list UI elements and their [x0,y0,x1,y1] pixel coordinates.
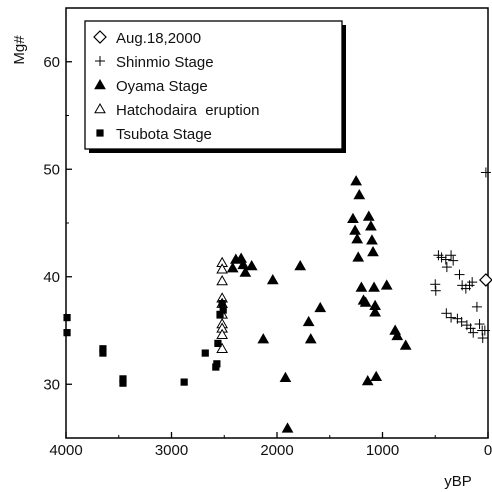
y-tick-label: 50 [43,161,60,178]
data-point [369,283,379,292]
y-tick-label: 60 [43,54,60,71]
legend-label: Oyama Stage [116,78,208,95]
data-point [431,286,441,296]
data-point [315,303,325,312]
data-point [295,261,305,270]
data-point [99,349,106,356]
x-tick-label: 4000 [49,442,82,459]
data-point [401,341,411,350]
data-point [247,261,257,270]
data-point [181,379,188,386]
data-point [366,221,376,230]
data-point [475,319,485,329]
data-point [351,176,361,185]
data-point [228,263,238,272]
y-axis-ticks: 30 40 50 60 [43,8,72,438]
data-point [202,349,209,356]
legend: Aug.18,2000 Shinmio Stage Oyama Stage Hatch… [85,21,346,153]
data-point [446,313,456,323]
data-point [258,334,268,343]
data-point [354,190,364,199]
x-axis-title: yBP [444,473,472,490]
data-point [304,317,314,326]
data-point [364,212,374,221]
legend-marker [96,129,103,136]
series-2 [228,176,411,432]
data-point [352,234,362,243]
data-point [441,308,451,318]
data-point [280,373,290,382]
data-point [213,360,220,367]
data-point [353,252,363,261]
x-tick-label: 3000 [155,442,188,459]
data-point [348,214,358,223]
y-tick-label: 40 [43,269,60,286]
legend-label: Tsubota Stage [116,126,212,143]
x-tick-label: 0 [484,442,492,459]
data-point [442,262,452,272]
data-point [472,302,482,312]
legend-label: Hatchodaira eruption [116,102,259,119]
data-point [441,255,451,265]
data-point [367,235,377,244]
data-point [268,275,278,284]
data-point [350,226,360,235]
data-point [382,280,392,289]
series-1 [430,167,491,343]
data-point [468,328,478,338]
series-4 [63,300,226,387]
x-axis-ticks: 4000 3000 2000 1000 0 [49,432,492,459]
data-point [478,333,488,343]
y-tick-label: 30 [43,376,60,393]
data-point [455,270,465,280]
data-point [63,314,70,321]
data-point [214,340,221,347]
data-point [219,300,226,307]
data-point [356,283,366,292]
data-point [63,329,70,336]
data-point [448,256,458,266]
data-point [220,306,227,313]
data-point [119,380,126,387]
y-axis-title: Mg# [11,35,28,65]
data-point [371,372,381,381]
data-point [368,247,378,256]
data-point [446,250,456,260]
legend-label: Shinmio Stage [116,54,214,71]
data-point [430,279,440,289]
data-point [480,274,492,286]
data-points [63,167,491,432]
x-tick-label: 1000 [366,442,399,459]
data-point [283,423,293,432]
legend-label: Aug.18,2000 [116,30,201,47]
data-point [217,276,227,285]
series-0 [480,274,492,286]
x-tick-label: 2000 [260,442,293,459]
data-point [306,334,316,343]
data-point [481,167,491,177]
